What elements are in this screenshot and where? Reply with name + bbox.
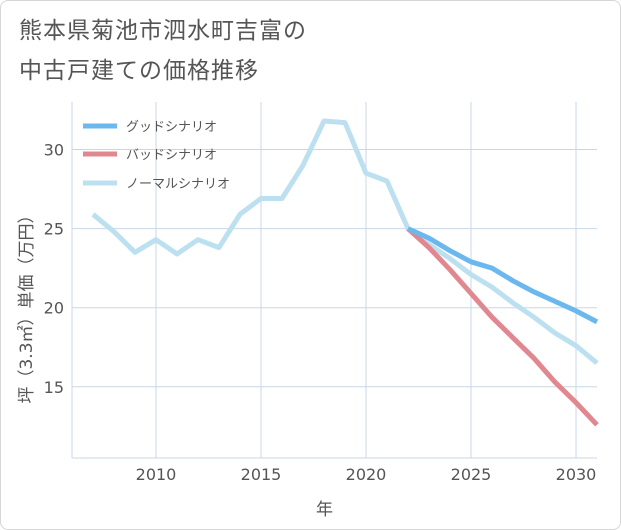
y-tick-label: 30 (44, 140, 64, 159)
x-tick-label: 2030 (556, 465, 597, 484)
y-tick-label: 25 (44, 220, 64, 239)
x-tick-label: 2015 (241, 465, 282, 484)
x-axis-title: 年 (316, 500, 333, 520)
x-tick-label: 2025 (451, 465, 492, 484)
chart-title-line2: 中古戸建ての価格推移 (19, 58, 259, 84)
chart-title: 熊本県菊池市泗水町吉富の 中古戸建ての価格推移 (19, 11, 579, 91)
y-tick-label: 15 (44, 378, 64, 397)
legend-good-label: グッドシナリオ (126, 120, 217, 135)
y-axis-title: 坪（3.3㎡）単価（万円） (17, 206, 37, 403)
good-scenario-line (406, 226, 599, 325)
legend-bad-label: バッドシナリオ (126, 148, 217, 163)
x-tick-label: 2020 (346, 465, 387, 484)
x-tick-label: 2010 (136, 465, 177, 484)
chart-title-line1: 熊本県菊池市泗水町吉富の (19, 18, 307, 44)
normal-scenario-line (91, 118, 599, 366)
y-tick-label: 20 (44, 299, 64, 318)
bad-scenario-line (406, 226, 599, 427)
legend-normal-label: ノーマルシナリオ (126, 177, 230, 192)
